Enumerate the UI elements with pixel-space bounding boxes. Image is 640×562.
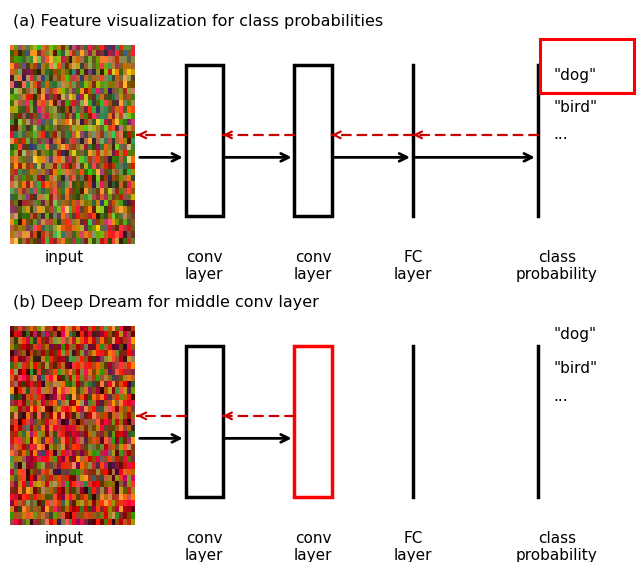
Text: ...: ... xyxy=(554,389,568,404)
Bar xyxy=(540,39,634,93)
Text: FC
layer: FC layer xyxy=(394,531,432,562)
Text: class
probability: class probability xyxy=(516,531,598,562)
Text: input: input xyxy=(44,531,84,546)
Text: ...: ... xyxy=(554,128,568,142)
Text: "bird": "bird" xyxy=(554,361,598,375)
Text: input: input xyxy=(44,250,84,265)
Text: conv
layer: conv layer xyxy=(185,250,223,283)
Text: (a) Feature visualization for class probabilities: (a) Feature visualization for class prob… xyxy=(13,14,383,29)
Bar xyxy=(294,346,332,497)
Text: (b) Deep Dream for middle conv layer: (b) Deep Dream for middle conv layer xyxy=(13,295,319,310)
Text: "dog": "dog" xyxy=(554,327,596,342)
Bar xyxy=(294,65,332,216)
Text: class
probability: class probability xyxy=(516,250,598,283)
Text: conv
layer: conv layer xyxy=(185,531,223,562)
Text: conv
layer: conv layer xyxy=(294,250,332,283)
Text: FC
layer: FC layer xyxy=(394,250,432,283)
Bar xyxy=(186,346,223,497)
Bar xyxy=(186,65,223,216)
Text: "bird": "bird" xyxy=(554,101,598,115)
Text: conv
layer: conv layer xyxy=(294,531,332,562)
Text: "dog": "dog" xyxy=(554,69,596,83)
